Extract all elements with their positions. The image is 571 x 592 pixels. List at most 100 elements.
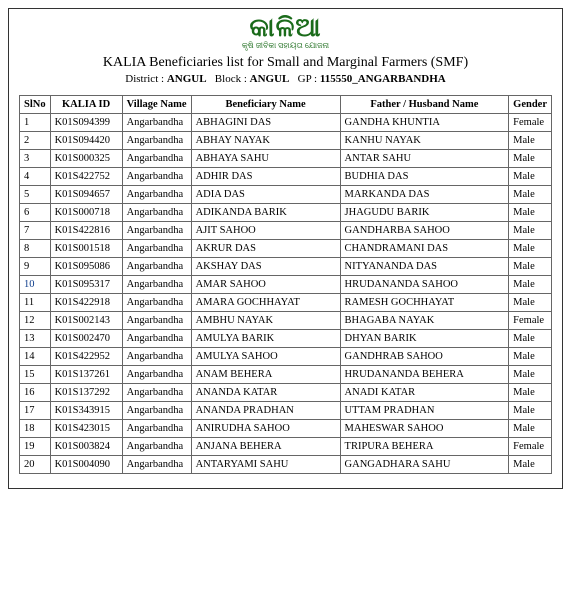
table-cell: NITYANANDA DAS (340, 258, 509, 276)
table-cell: Angarbandha (122, 222, 191, 240)
table-row: 1K01S094399AngarbandhaABHAGINI DASGANDHA… (20, 114, 552, 132)
table-cell: Male (509, 366, 552, 384)
table-cell: Female (509, 114, 552, 132)
table-cell: 2 (20, 132, 51, 150)
table-cell: Angarbandha (122, 438, 191, 456)
table-cell: AKSHAY DAS (191, 258, 340, 276)
table-cell: K01S002470 (50, 330, 122, 348)
block-label: Block : (215, 73, 247, 85)
table-cell: Angarbandha (122, 204, 191, 222)
table-cell: Male (509, 456, 552, 474)
district-value: ANGUL (167, 73, 207, 85)
table-cell: Male (509, 330, 552, 348)
table-cell: AMULYA BARIK (191, 330, 340, 348)
table-cell: Angarbandha (122, 420, 191, 438)
table-cell: 12 (20, 312, 51, 330)
table-cell: UTTAM PRADHAN (340, 402, 509, 420)
table-header-row: SlNo KALIA ID Village Name Beneficiary N… (20, 96, 552, 114)
table-cell: ANANDA KATAR (191, 384, 340, 402)
table-cell: GANGADHARA SAHU (340, 456, 509, 474)
table-cell: Angarbandha (122, 348, 191, 366)
table-cell: RAMESH GOCHHAYAT (340, 294, 509, 312)
table-cell: 14 (20, 348, 51, 366)
table-cell: 3 (20, 150, 51, 168)
table-cell: K01S094657 (50, 186, 122, 204)
table-cell: 1 (20, 114, 51, 132)
table-cell: 6 (20, 204, 51, 222)
table-cell: 17 (20, 402, 51, 420)
table-cell: Angarbandha (122, 402, 191, 420)
table-cell: 18 (20, 420, 51, 438)
document-page: କାଳିଆ କୃଷି ଜୀବିକା ସହାୟତା ଯୋଜନା KALIA Ben… (8, 8, 563, 489)
table-row: 16K01S137292AngarbandhaANANDA KATARANADI… (20, 384, 552, 402)
col-gender: Gender (509, 96, 552, 114)
col-kaliaid: KALIA ID (50, 96, 122, 114)
table-row: 3K01S000325AngarbandhaABHAYA SAHUANTAR S… (20, 150, 552, 168)
table-cell: GANDHRAB SAHOO (340, 348, 509, 366)
table-cell: HRUDANANDA SAHOO (340, 276, 509, 294)
table-row: 13K01S002470AngarbandhaAMULYA BARIKDHYAN… (20, 330, 552, 348)
table-row: 2K01S094420AngarbandhaABHAY NAYAKKANHU N… (20, 132, 552, 150)
table-head: SlNo KALIA ID Village Name Beneficiary N… (20, 96, 552, 114)
table-row: 10K01S095317AngarbandhaAMAR SAHOOHRUDANA… (20, 276, 552, 294)
col-beneficiary: Beneficiary Name (191, 96, 340, 114)
table-cell: Angarbandha (122, 330, 191, 348)
table-cell: ABHAYA SAHU (191, 150, 340, 168)
table-cell: 7 (20, 222, 51, 240)
table-row: 20K01S004090AngarbandhaANTARYAMI SAHUGAN… (20, 456, 552, 474)
table-cell: K01S343915 (50, 402, 122, 420)
gp-label: GP : (298, 73, 317, 85)
table-cell: ADHIR DAS (191, 168, 340, 186)
table-cell: Male (509, 348, 552, 366)
table-cell: K01S001518 (50, 240, 122, 258)
table-cell: Angarbandha (122, 240, 191, 258)
table-cell: Angarbandha (122, 150, 191, 168)
table-cell: Male (509, 420, 552, 438)
table-row: 12K01S002143AngarbandhaAMBHU NAYAKBHAGAB… (20, 312, 552, 330)
table-cell: K01S095086 (50, 258, 122, 276)
table-cell: K01S422752 (50, 168, 122, 186)
table-cell: Male (509, 204, 552, 222)
table-cell: 8 (20, 240, 51, 258)
table-body: 1K01S094399AngarbandhaABHAGINI DASGANDHA… (20, 114, 552, 474)
table-cell: Male (509, 222, 552, 240)
table-cell: Male (509, 240, 552, 258)
table-cell: Angarbandha (122, 312, 191, 330)
table-cell: ANANDA PRADHAN (191, 402, 340, 420)
table-cell: DHYAN BARIK (340, 330, 509, 348)
table-cell: ABHAGINI DAS (191, 114, 340, 132)
table-cell: GANDHA KHUNTIA (340, 114, 509, 132)
district-label: District : (125, 73, 164, 85)
table-cell: Female (509, 438, 552, 456)
table-cell: ANIRUDHA SAHOO (191, 420, 340, 438)
table-cell: K01S094399 (50, 114, 122, 132)
table-row: 18K01S423015AngarbandhaANIRUDHA SAHOOMAH… (20, 420, 552, 438)
table-cell: AMBHU NAYAK (191, 312, 340, 330)
table-cell: KANHU NAYAK (340, 132, 509, 150)
logo-block: କାଳିଆ କୃଷି ଜୀବିକା ସହାୟତା ଯୋଜନା (19, 15, 552, 51)
table-cell: AMULYA SAHOO (191, 348, 340, 366)
table-cell: Male (509, 168, 552, 186)
table-cell: 13 (20, 330, 51, 348)
table-row: 15K01S137261AngarbandhaANAM BEHERAHRUDAN… (20, 366, 552, 384)
table-cell: K01S422952 (50, 348, 122, 366)
col-father-husband: Father / Husband Name (340, 96, 509, 114)
table-cell: 15 (20, 366, 51, 384)
table-cell: Male (509, 402, 552, 420)
table-cell: Angarbandha (122, 384, 191, 402)
table-cell: HRUDANANDA BEHERA (340, 366, 509, 384)
table-cell: K01S004090 (50, 456, 122, 474)
table-cell: ANJANA BEHERA (191, 438, 340, 456)
table-cell: AKRUR DAS (191, 240, 340, 258)
table-cell: 19 (20, 438, 51, 456)
table-cell: Angarbandha (122, 258, 191, 276)
table-cell: ANTARYAMI SAHU (191, 456, 340, 474)
table-row: 19K01S003824AngarbandhaANJANA BEHERATRIP… (20, 438, 552, 456)
table-cell: 4 (20, 168, 51, 186)
table-row: 4K01S422752AngarbandhaADHIR DASBUDHIA DA… (20, 168, 552, 186)
table-cell: Angarbandha (122, 132, 191, 150)
table-cell: ANTAR SAHU (340, 150, 509, 168)
table-cell: GANDHARBA SAHOO (340, 222, 509, 240)
table-cell: Female (509, 312, 552, 330)
table-cell: Angarbandha (122, 168, 191, 186)
